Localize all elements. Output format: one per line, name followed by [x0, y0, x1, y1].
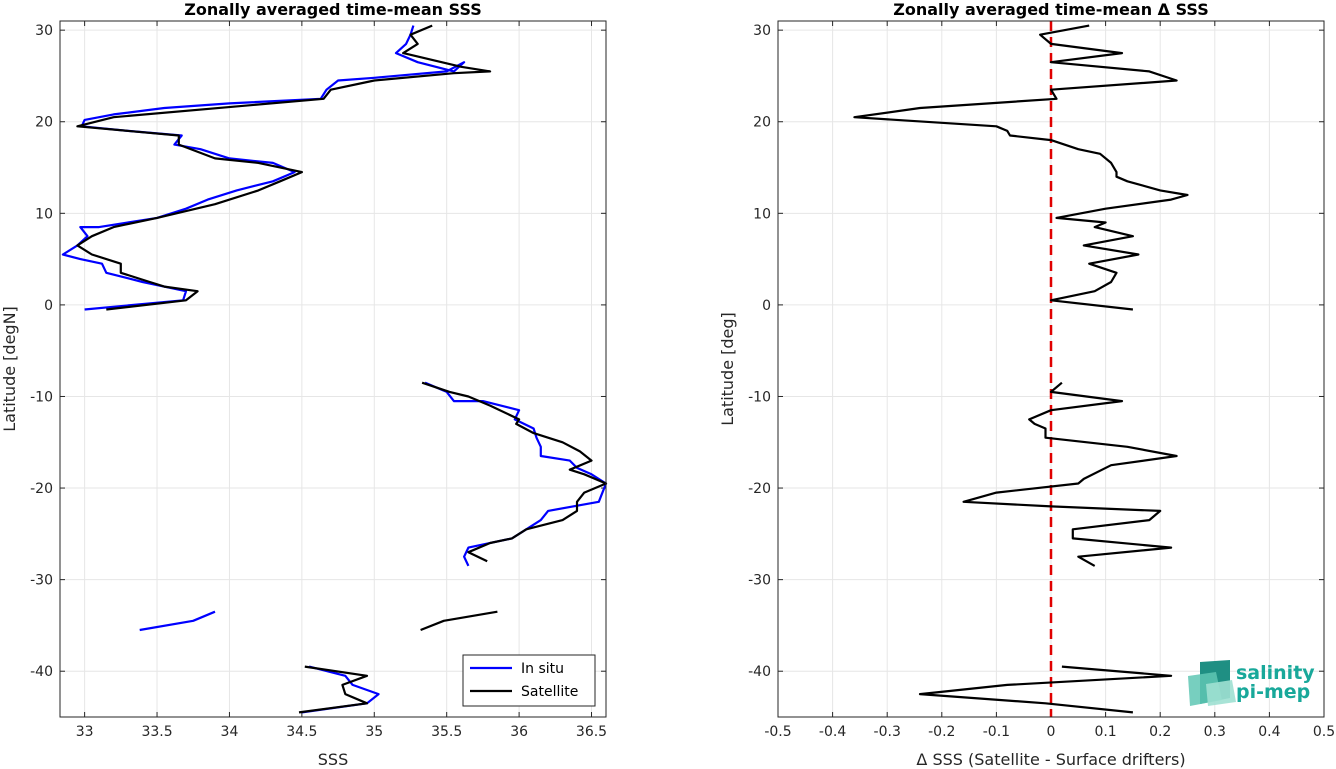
x-tick-label: 0.5 [1313, 724, 1335, 740]
x-tick-label: 0.3 [1204, 724, 1226, 740]
legend-label: In situ [521, 661, 564, 677]
x-tick-label: 33 [76, 724, 94, 740]
y-axis-label: Latitude [degN] [0, 306, 19, 432]
x-tick-label: 0.4 [1258, 724, 1280, 740]
x-tick-label: 36 [510, 724, 528, 740]
y-tick-label: -40 [30, 664, 53, 680]
x-tick-label: 0.1 [1094, 724, 1116, 740]
y-tick-label: -20 [30, 481, 53, 497]
x-tick-label: -0.3 [874, 724, 901, 740]
y-tick-label: -10 [30, 389, 53, 405]
y-axis-label: Latitude [deg] [718, 312, 737, 426]
x-tick-label: 35.5 [431, 724, 462, 740]
y-tick-label: 20 [753, 115, 771, 131]
y-tick-label: 30 [35, 23, 53, 39]
legend-label: Satellite [521, 684, 578, 700]
x-tick-label: 35 [365, 724, 383, 740]
y-tick-label: 0 [762, 298, 771, 314]
y-tick-label: 30 [753, 23, 771, 39]
y-tick-label: 0 [44, 298, 53, 314]
x-tick-label: 0.2 [1149, 724, 1171, 740]
axes-frame [59, 20, 607, 718]
x-tick-label: 0 [1047, 724, 1056, 740]
plot-area [60, 21, 606, 717]
legend: In situ Satellite [462, 654, 596, 707]
chart-title: Zonally averaged time-mean Δ SSS [893, 0, 1209, 19]
axes-frame [777, 20, 1325, 718]
series-line-delta [962, 381, 1178, 567]
series-line-delta [918, 665, 1173, 714]
logo-graphic [1206, 680, 1236, 706]
chart-title: Zonally averaged time-mean SSS [184, 0, 482, 19]
series-line-satellite [76, 24, 492, 311]
y-tick-label: -20 [748, 481, 771, 497]
series-line-delta [853, 24, 1189, 311]
y-tick-label: 10 [35, 206, 53, 222]
x-tick-label: 36.5 [576, 724, 607, 740]
series-line-satellite [420, 610, 498, 632]
x-tick-label: 34 [221, 724, 239, 740]
y-tick-label: 10 [753, 206, 771, 222]
y-tick-label: -10 [748, 389, 771, 405]
logo-text-pi-mep: pi-mep [1236, 681, 1310, 703]
logo-text-salinity: salinity [1236, 662, 1315, 684]
y-tick-label: 20 [35, 115, 53, 131]
series-line-in-situ [61, 25, 466, 311]
series-line-in-situ [139, 610, 216, 632]
x-tick-label: -0.4 [819, 724, 846, 740]
x-axis-label: Δ SSS (Satellite - Surface drifters) [916, 750, 1185, 769]
legend-box [462, 654, 596, 707]
y-tick-label: -30 [748, 573, 771, 589]
x-axis-label: SSS [318, 750, 348, 769]
x-tick-label: -0.2 [928, 724, 955, 740]
x-tick-label: 34.5 [286, 724, 317, 740]
y-tick-label: -30 [30, 573, 53, 589]
x-tick-label: 33.5 [141, 724, 172, 740]
x-tick-label: -0.5 [764, 724, 791, 740]
x-tick-label: -0.1 [983, 724, 1010, 740]
series-line-satellite [421, 381, 608, 563]
y-tick-label: -40 [748, 664, 771, 680]
series-line-satellite [298, 665, 369, 714]
